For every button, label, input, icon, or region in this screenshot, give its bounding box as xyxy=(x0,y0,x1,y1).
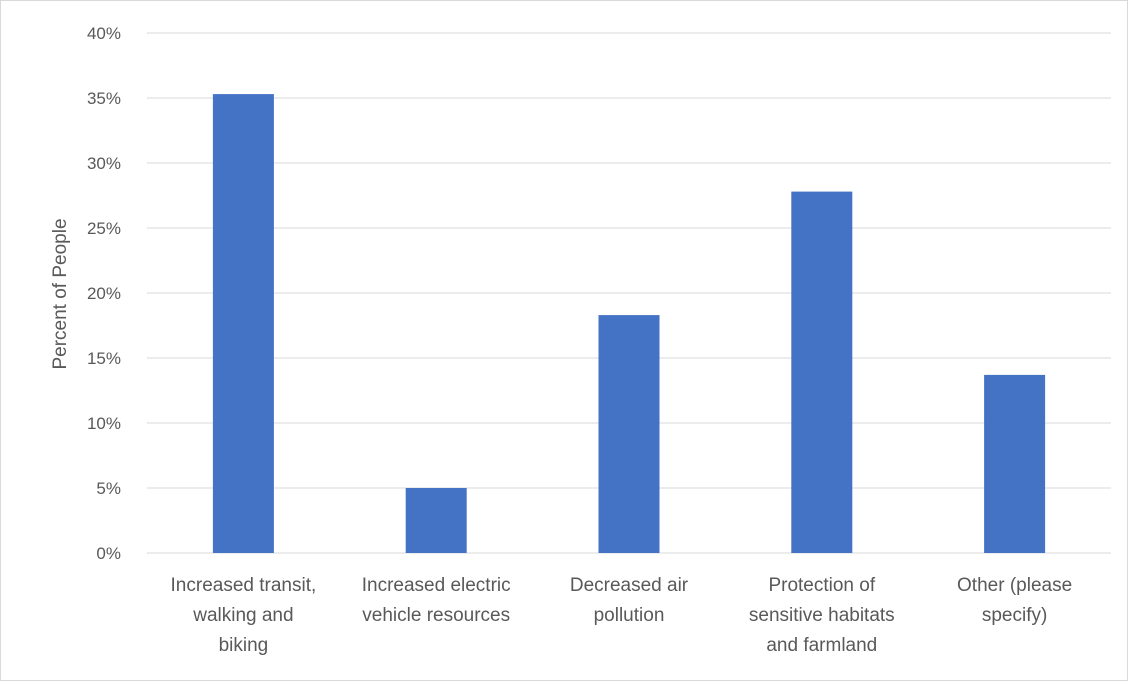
y-tick-label: 30% xyxy=(87,154,121,173)
y-tick-label: 5% xyxy=(96,479,121,498)
x-tick-label: Other (please specify) xyxy=(957,575,1072,626)
bar xyxy=(984,374,1046,553)
x-tick-label: Protection of sensitive habitats and farml… xyxy=(749,575,895,656)
y-tick-label: 0% xyxy=(96,544,121,563)
y-tick-label: 35% xyxy=(87,89,121,108)
gridlines xyxy=(147,32,1111,554)
bars xyxy=(212,94,1046,553)
y-tick-label: 10% xyxy=(87,414,121,433)
y-tick-label: 40% xyxy=(87,24,121,43)
x-tick-label: Increased electric vehicle resources xyxy=(362,575,511,626)
x-tick-label: Decreased air pollution xyxy=(570,575,689,626)
y-tick-label: 15% xyxy=(87,349,121,368)
y-tick-label: 25% xyxy=(87,219,121,238)
bar xyxy=(405,488,467,553)
y-axis-label: Percent of People xyxy=(50,218,71,369)
bar xyxy=(791,191,853,553)
y-tick-label: 20% xyxy=(87,284,121,303)
y-tick-labels: 0% 5% 10% 15% 20% 25% 30% 35% 40% xyxy=(87,24,121,563)
x-tick-labels: Increased transit, walking and biking Incre… xyxy=(171,575,1073,656)
bar xyxy=(598,315,660,553)
x-tick-label: Increased transit, walking and biking xyxy=(171,575,317,656)
bar xyxy=(212,94,274,553)
